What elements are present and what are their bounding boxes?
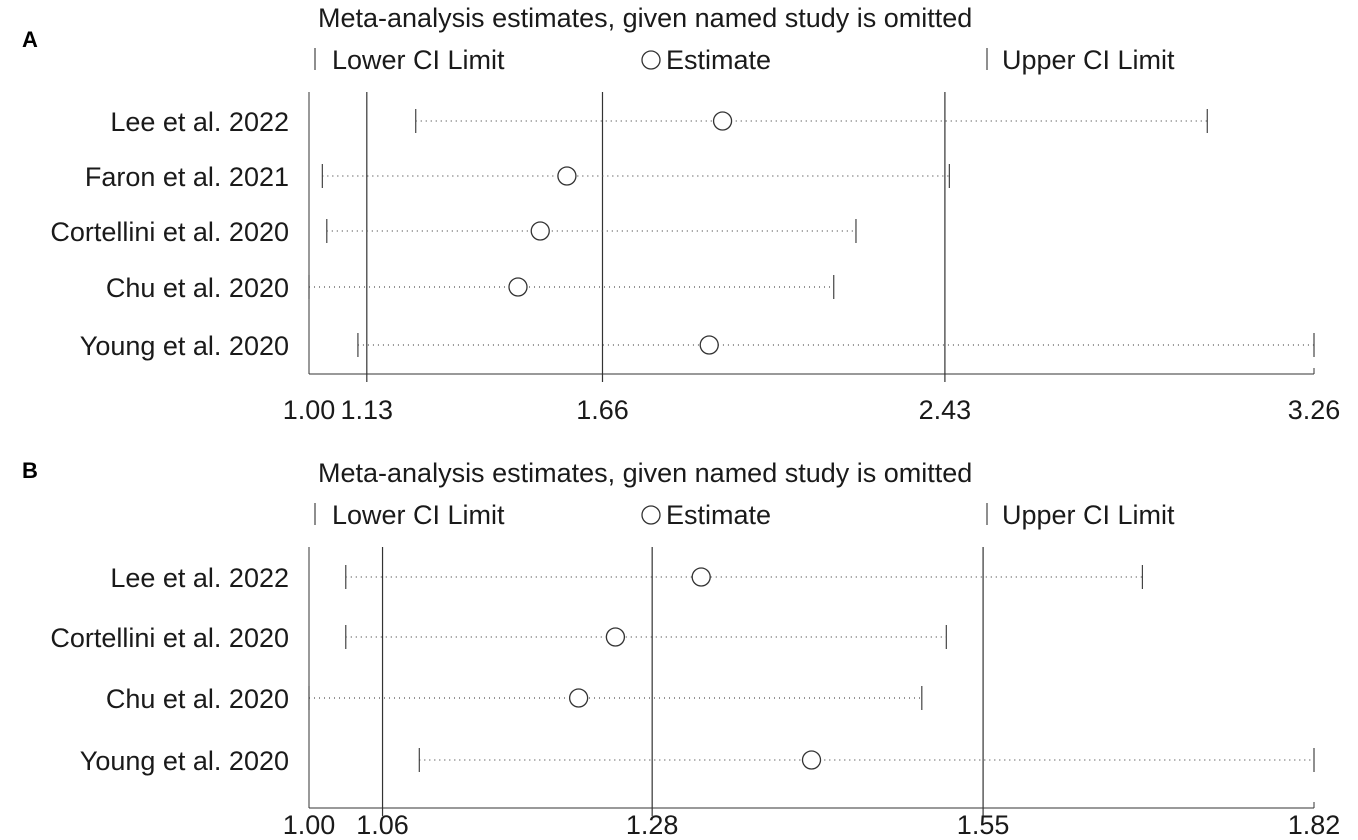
panel-a-study-label: Lee et al. 2022 xyxy=(110,107,289,137)
panel-b-legend: Lower CI Limit Estimate Upper CI Limit xyxy=(314,500,1175,530)
panel-a-study-label: Chu et al. 2020 xyxy=(106,273,289,303)
panel-b-legend-estimate-label: Estimate xyxy=(666,500,771,530)
panel-b-estimate-point xyxy=(605,627,626,647)
panel-b-study-label: Lee et al. 2022 xyxy=(110,563,289,593)
panel-b-x-tick-label: 1.82 xyxy=(1288,810,1341,840)
panel-a-estimate-point xyxy=(699,335,719,355)
panel-b-x-tick-label: 1.28 xyxy=(626,810,679,840)
panel-b-legend-estimate-circle-icon xyxy=(641,505,661,525)
panel-a-study-label: Cortellini et al. 2020 xyxy=(50,217,289,247)
panel-a-estimate-point xyxy=(508,277,528,297)
panel-b-legend-lower-label: Lower CI Limit xyxy=(332,500,505,530)
panel-a-plot-area: 1.00 1.13 1.66 2.43 3.26 Lee et al. 2022 Faron… xyxy=(50,92,1340,425)
panel-a-legend-upper-label: Upper CI Limit xyxy=(1002,45,1175,75)
panel-a-x-tick-label: 3.26 xyxy=(1288,395,1341,425)
panel-b-legend-upper-label: Upper CI Limit xyxy=(1002,500,1175,530)
panel-a-x-tick-label: 1.66 xyxy=(576,395,629,425)
panel-b-estimate-point xyxy=(568,688,589,708)
panel-b-letter: B xyxy=(22,458,38,483)
panel-b-study-label: Young et al. 2020 xyxy=(80,746,289,776)
panel-a-x-tick-label: 1.13 xyxy=(341,395,394,425)
panel-a-legend-estimate-label: Estimate xyxy=(666,45,771,75)
panel-a-legend: Lower CI Limit Estimate Upper CI Limit xyxy=(314,45,1175,75)
panel-a-estimate-point xyxy=(712,111,733,131)
panel-b-estimate-point xyxy=(801,750,822,770)
panel-b-study-label: Chu et al. 2020 xyxy=(106,684,289,714)
panel-a-study-label: Young et al. 2020 xyxy=(80,331,289,361)
panel-a-x-tick-label: 1.00 xyxy=(283,395,336,425)
panel-b-study-label: Cortellini et al. 2020 xyxy=(50,623,289,653)
panel-a-estimate-point xyxy=(530,221,550,241)
panel-b-plot-area: 1.00 1.06 1.28 1.55 1.82 Lee et al. 2022 Corte… xyxy=(50,547,1340,840)
panel-a-legend-estimate-circle-icon xyxy=(641,50,661,70)
panel-a-legend-lower-label: Lower CI Limit xyxy=(332,45,505,75)
panel-b-x-tick-label: 1.55 xyxy=(957,810,1010,840)
panel-b-x-tick-label: 1.06 xyxy=(356,810,409,840)
panel-b-x-tick-label: 1.00 xyxy=(283,810,336,840)
panel-a-study-label: Faron et al. 2021 xyxy=(85,162,289,192)
panel-a-x-tick-label: 2.43 xyxy=(919,395,972,425)
panel-b-title: Meta-analysis estimates, given named stu… xyxy=(318,458,972,488)
panel-a-letter: A xyxy=(22,27,38,52)
panel-b-estimate-point xyxy=(691,567,711,587)
panel-a-estimate-point xyxy=(557,166,577,186)
panel-a-title: Meta-analysis estimates, given named stu… xyxy=(318,3,972,33)
